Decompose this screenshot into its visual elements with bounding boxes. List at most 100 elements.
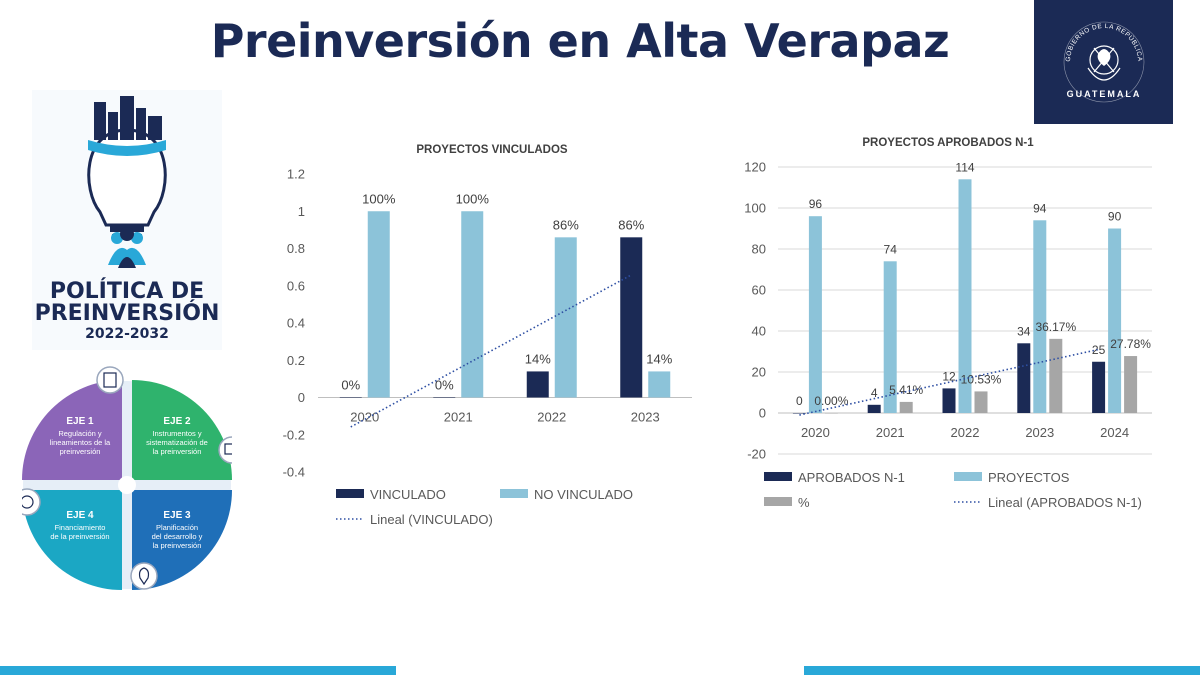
chart1-bar-no-vinculado [648, 371, 671, 398]
policy-title-line2: PREINVERSIÓN [35, 300, 220, 326]
chart1-data-label: 14% [646, 351, 672, 366]
eje2-line2: sistematización de [146, 438, 208, 447]
eje4-line2: de la preinversión [50, 532, 109, 541]
chart1-data-label: 0% [341, 378, 360, 393]
chart2-legend-label: PROYECTOS [988, 470, 1070, 485]
chart2-data-label: 114 [955, 160, 974, 174]
eje3-line2: del desarrollo y [152, 532, 203, 541]
chart1-data-label: 86% [553, 217, 579, 232]
chart2-bar-aprobados-n-1 [867, 404, 881, 413]
chart2-data-label: 25 [1092, 343, 1106, 357]
eje4-quadrant [22, 490, 122, 590]
chart2-data-label: 94 [1033, 201, 1047, 215]
chart1-title: PROYECTOS VINCULADOS [416, 144, 568, 156]
chart2-bar-- [824, 413, 838, 414]
chart2-bar-proyectos [1108, 228, 1122, 413]
chart2-data-label: 4 [871, 386, 878, 400]
government-logo: GOBIERNO DE LA REPÚBLICA GUATEMALA [1034, 0, 1173, 124]
bottom-accent-bar-left [0, 666, 396, 675]
chart2-y-tick-label: 100 [744, 201, 766, 216]
eje2-line1: Instrumentos y [152, 429, 201, 438]
chart1-bar-vinculado [526, 371, 549, 398]
policy-years: 2022-2032 [85, 326, 169, 342]
chart2-data-label: 90 [1108, 210, 1122, 224]
eje4-line1: Financiamiento [55, 523, 106, 532]
chart2-data-label: 96 [809, 197, 823, 211]
chart2-bar-aprobados-n-1 [1092, 361, 1106, 413]
chart1-y-tick-label: -0.2 [283, 427, 305, 442]
people-icon [108, 227, 146, 268]
chart1-x-tick-label: 2023 [631, 410, 660, 425]
chart1-legend-swatch [336, 489, 364, 498]
chart1-data-label: 14% [525, 351, 551, 366]
chart2-legend-label: APROBADOS N-1 [798, 470, 905, 485]
chart2-x-tick-label: 2023 [1025, 425, 1054, 440]
eje1-line3: preinversión [60, 447, 101, 456]
chart2-legend-label: Lineal (APROBADOS N-1) [988, 495, 1142, 510]
chart2-trendline [799, 348, 1099, 416]
chart2-legend-swatch [764, 472, 792, 481]
chart2-y-tick-label: 120 [744, 160, 766, 175]
chart2-legend-swatch [954, 472, 982, 481]
chart2-bar-aprobados-n-1 [1017, 343, 1031, 413]
chart2-x-tick-label: 2021 [876, 425, 905, 440]
chart2-y-tick-label: 80 [752, 242, 766, 257]
chart1-y-tick-label: 0.4 [287, 316, 305, 331]
chart1-bar-vinculado [339, 397, 362, 398]
chart1-data-label: 100% [456, 191, 490, 206]
eje3-quadrant [132, 490, 232, 590]
chart1-y-tick-label: 0.6 [287, 278, 305, 293]
chart2-bar-- [899, 401, 913, 413]
chart2-data-label: 34 [1017, 324, 1031, 338]
chart1-bar-no-vinculado [554, 237, 577, 398]
chart2-x-tick-label: 2020 [801, 425, 830, 440]
chart2-data-label: 27.78% [1110, 337, 1151, 351]
chart2-data-label: 10.53% [961, 372, 1002, 386]
eje2-title: EJE 2 [163, 416, 191, 427]
eje2-quadrant [132, 380, 232, 480]
chart1-x-tick-label: 2022 [537, 410, 566, 425]
chart2-bar-proyectos [808, 216, 822, 413]
chart1-trendline [350, 274, 632, 428]
eje1-line2: lineamientos de la [50, 438, 111, 447]
gov-name: GUATEMALA [1067, 89, 1142, 99]
chart2-x-tick-label: 2022 [951, 425, 980, 440]
map-pin-icon [130, 562, 158, 590]
chart1-x-tick-label: 2020 [350, 410, 379, 425]
chart2-legend-swatch [764, 497, 792, 506]
chart1-x-tick-label: 2021 [444, 410, 473, 425]
chart1-y-tick-label: 1.2 [287, 167, 305, 182]
chart2-bar-- [974, 391, 988, 413]
page-title: Preinversión en Alta Verapaz [210, 14, 950, 68]
policy-graphic: POLÍTICA DE PREINVERSIÓN 2022-2032 EJE 1… [13, 90, 246, 650]
chart1-y-tick-label: 0.2 [287, 353, 305, 368]
eje3-line1: Planificación [156, 523, 198, 532]
chart2-data-label: 36.17% [1035, 320, 1076, 334]
chart2-x-tick-label: 2024 [1100, 425, 1129, 440]
chart2-bar-- [1049, 338, 1063, 413]
lightbulb-icon [87, 96, 167, 268]
chart2-bar-- [1124, 356, 1138, 413]
chart1-bar-no-vinculado [461, 211, 484, 398]
chart1-legend-label: NO VINCULADO [534, 487, 633, 502]
chart2-bar-aprobados-n-1 [792, 413, 806, 414]
city-skyline-icon [94, 96, 162, 140]
chart2-legend-label: % [798, 495, 810, 510]
chart2-data-label: 12 [942, 369, 956, 383]
chart1-data-label: 86% [618, 217, 644, 232]
chart2-data-label: 74 [884, 242, 898, 256]
chart2-data-label: 0.00% [814, 394, 848, 408]
eje4-title: EJE 4 [66, 510, 94, 521]
bottom-accent-bar-right [804, 666, 1200, 675]
chart1-data-label: 100% [362, 191, 396, 206]
chart1-y-tick-label: 1 [298, 204, 305, 219]
eje1-line1: Regulación y [58, 429, 102, 438]
policy-title-line1: POLÍTICA DE [50, 278, 204, 304]
chart1-bar-no-vinculado [367, 211, 390, 398]
coat-of-arms-icon [1087, 45, 1121, 81]
chart1-y-tick-label: 0 [298, 390, 305, 405]
chart1-bar-vinculado [433, 397, 456, 398]
chart2-bar-proyectos [1033, 220, 1047, 413]
chart1-legend-label: VINCULADO [370, 487, 446, 502]
